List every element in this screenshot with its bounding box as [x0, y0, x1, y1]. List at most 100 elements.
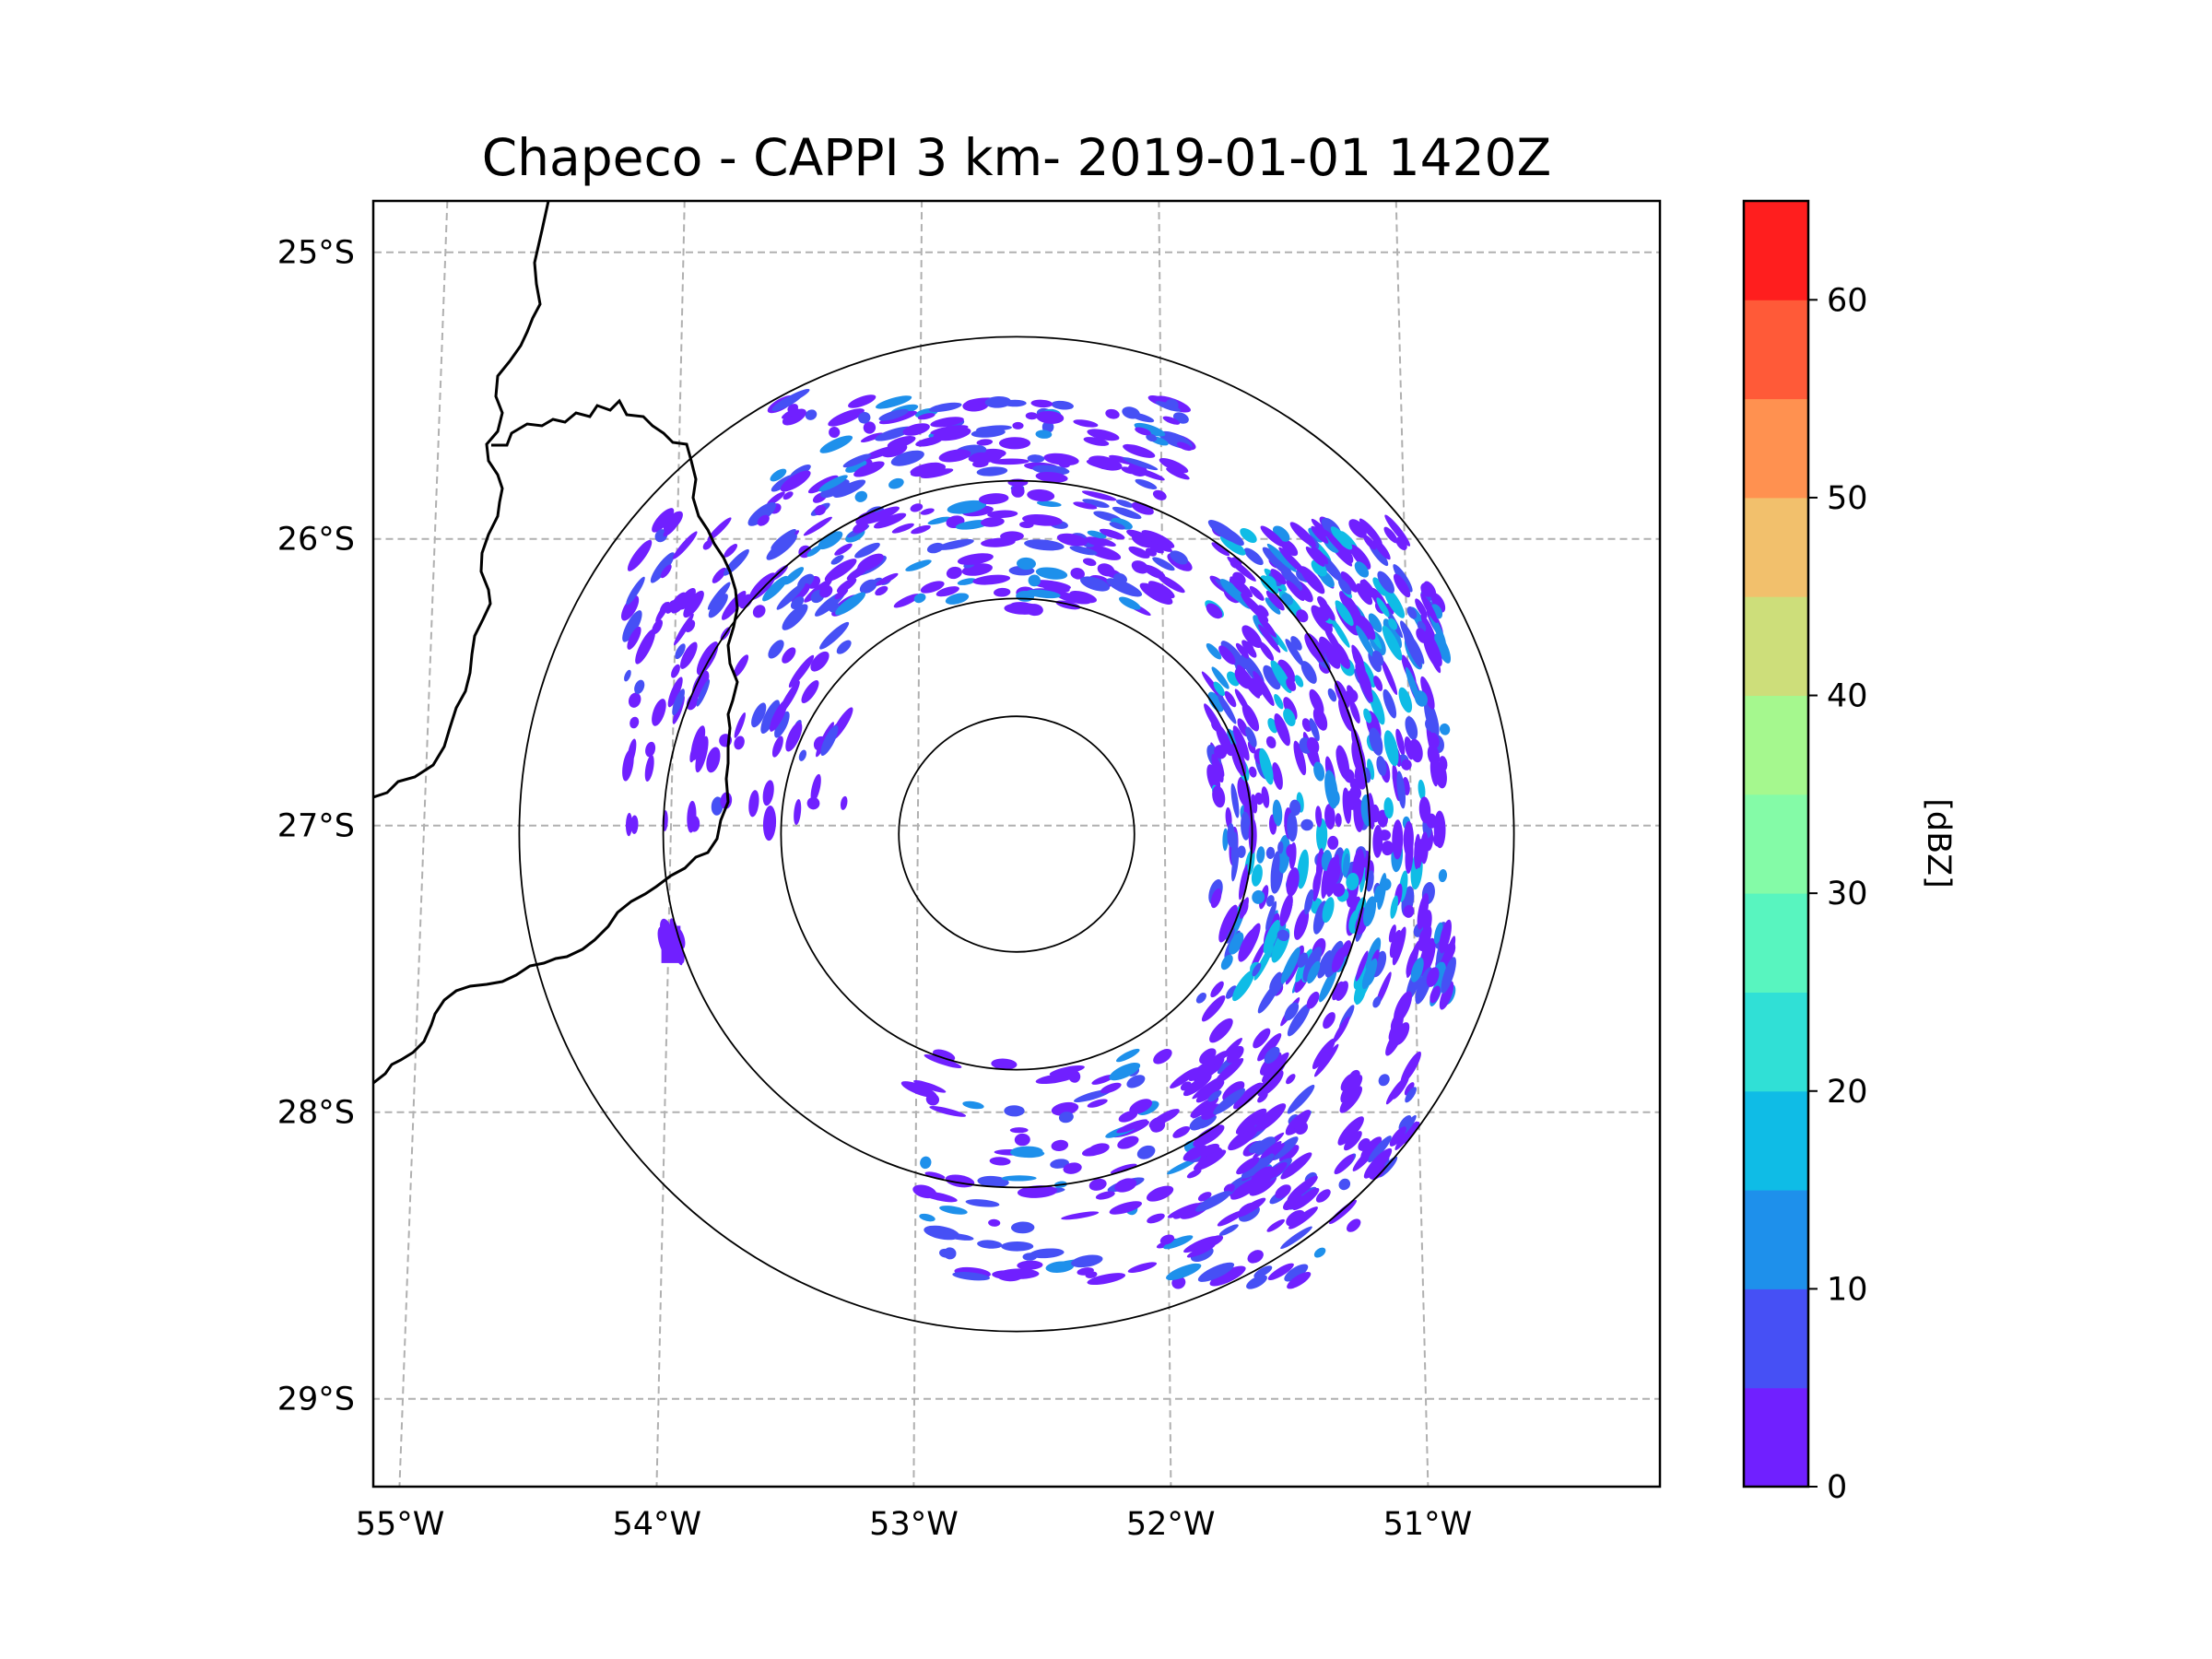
- echo-streak: [627, 539, 653, 571]
- echo-streak: [1082, 499, 1110, 508]
- echo-streak: [1239, 1202, 1254, 1214]
- echo-streak: [820, 478, 850, 499]
- echo-streak: [1277, 929, 1290, 942]
- echo-streak: [1394, 1022, 1410, 1045]
- echo-streak: [1297, 952, 1309, 968]
- echo-streak: [1289, 522, 1316, 547]
- echo-streak: [876, 572, 899, 586]
- echo-streak: [1109, 522, 1125, 530]
- echo-streak: [1342, 853, 1350, 878]
- echo-streak: [1355, 950, 1369, 982]
- echo-streak: [1122, 457, 1159, 471]
- echo-streak: [920, 581, 945, 594]
- echo-streak: [1228, 1126, 1259, 1151]
- echo-streak: [1231, 847, 1240, 882]
- map-plot-area[interactable]: [373, 201, 1660, 1487]
- echo-streak: [1148, 1116, 1166, 1130]
- echo-streak: [1087, 530, 1107, 539]
- echo-streak: [1324, 804, 1335, 830]
- echo-streak: [818, 475, 848, 492]
- echo-streak: [711, 796, 724, 816]
- echo-streak: [1251, 864, 1263, 887]
- echo-streak: [1135, 478, 1158, 489]
- echo-streak: [1207, 1090, 1222, 1102]
- echo-streak: [1280, 947, 1300, 984]
- echo-streak: [848, 394, 877, 408]
- echo-streak: [1318, 969, 1337, 1003]
- echo-streak: [1126, 1075, 1146, 1088]
- echo-isolated-cell: [661, 925, 681, 963]
- echo-streak: [1199, 1048, 1217, 1065]
- echo-streak: [1086, 459, 1112, 469]
- echo-streak: [1348, 1069, 1360, 1083]
- echo-streak: [1122, 406, 1140, 419]
- echo-streak: [1332, 981, 1344, 1001]
- echo-streak: [780, 470, 811, 492]
- echo-streak: [1416, 628, 1428, 643]
- echo-streak: [1279, 538, 1299, 557]
- echo-streak: [1377, 873, 1387, 911]
- echo-streak: [1260, 525, 1285, 547]
- echo-streak: [1356, 582, 1373, 606]
- echo-streak: [1036, 410, 1065, 424]
- echo-streak: [757, 514, 770, 526]
- echo-streak: [957, 553, 994, 565]
- echo-streak: [788, 654, 815, 688]
- lon-tick-label-3: 52°W: [1126, 1506, 1216, 1543]
- echo-streak: [1049, 1065, 1085, 1077]
- echo-streak: [1335, 747, 1345, 774]
- echo-streak: [1081, 490, 1117, 501]
- echo-streak: [734, 735, 745, 750]
- echo-streak: [1257, 982, 1279, 1014]
- echo-streak: [1315, 806, 1323, 828]
- echo-streak: [1004, 1105, 1025, 1117]
- echo-streak: [1424, 699, 1440, 738]
- echo-streak: [1398, 1114, 1412, 1131]
- echo-streak: [913, 1079, 947, 1093]
- echo-streak: [1135, 427, 1151, 436]
- echo-streak: [835, 592, 866, 616]
- echo-streak: [1427, 644, 1441, 674]
- echo-streak: [1123, 443, 1156, 458]
- echo-streak: [1327, 688, 1337, 702]
- colorbar-frame: [1742, 199, 1810, 1488]
- echo-streak: [707, 582, 731, 610]
- echo-streak: [881, 442, 908, 458]
- echo-streak: [1439, 723, 1451, 735]
- echo-streak: [1304, 632, 1325, 663]
- echo-streak: [1106, 578, 1143, 597]
- echo-streak: [1420, 582, 1433, 597]
- echo-streak: [819, 584, 833, 598]
- echo-streak: [1230, 576, 1253, 598]
- echo-streak: [1091, 1074, 1115, 1085]
- echo-streak: [1300, 818, 1313, 831]
- echo-streak: [1011, 1221, 1035, 1234]
- echo-streak: [1230, 1212, 1241, 1220]
- echo-streak: [834, 543, 853, 556]
- echo-streak: [1414, 833, 1421, 870]
- echo-streak: [1373, 885, 1382, 903]
- echo-streak: [782, 647, 796, 664]
- echo-streak: [721, 591, 747, 620]
- echo-streak: [1311, 525, 1329, 544]
- echo-streak: [1170, 1067, 1200, 1088]
- echo-streak: [928, 402, 962, 413]
- echo-streak: [1209, 1265, 1246, 1287]
- echo-streak: [818, 531, 843, 550]
- echo-streak: [683, 590, 704, 618]
- colorbar-tick-label-1: 10: [1827, 1271, 1868, 1308]
- echo-streak: [1389, 1126, 1406, 1147]
- echo-streak: [675, 643, 686, 660]
- echo-streak: [1035, 567, 1068, 580]
- echo-streak: [1381, 659, 1398, 696]
- echo-streak: [1241, 625, 1263, 648]
- echo-streak: [1385, 603, 1394, 615]
- echo-streak: [965, 1199, 1000, 1207]
- echo-streak: [1378, 1074, 1390, 1087]
- colorbar-tick-label-2: 20: [1827, 1074, 1868, 1111]
- echo-streak: [1263, 665, 1281, 690]
- colorbar-bin-10: [1744, 398, 1808, 499]
- echo-streak: [1388, 618, 1398, 630]
- echo-streak: [1286, 677, 1297, 691]
- echo-streak: [1195, 1080, 1225, 1103]
